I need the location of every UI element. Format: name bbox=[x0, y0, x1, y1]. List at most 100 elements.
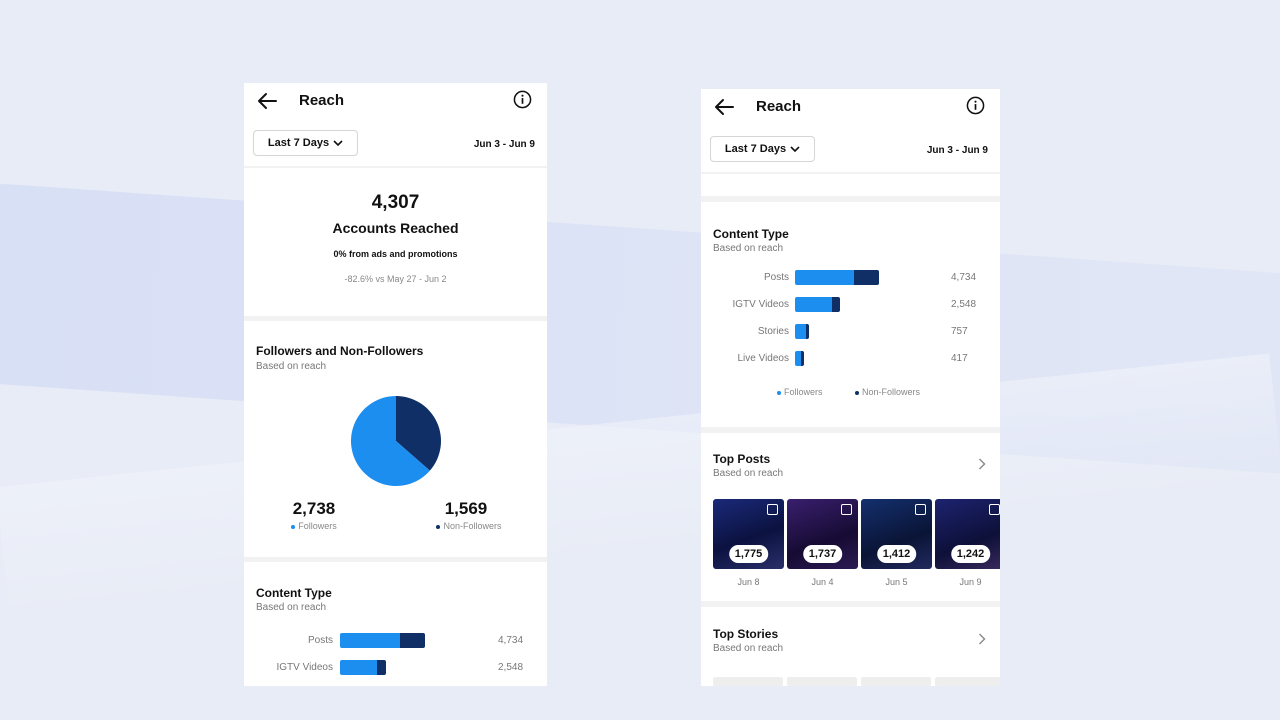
section-subtitle: Based on reach bbox=[713, 643, 784, 654]
followers-card: Followers and Non-Followers Based on rea… bbox=[244, 321, 547, 557]
legend-non-followers: Non-Followers bbox=[855, 387, 920, 397]
section-title: Top Stories bbox=[713, 627, 779, 641]
bar-label: IGTV Videos bbox=[732, 299, 789, 310]
date-range-label: Last 7 Days bbox=[267, 137, 330, 149]
non-followers-dot bbox=[855, 390, 859, 395]
post-date: Jun 9 bbox=[959, 577, 982, 587]
chevron-right-icon[interactable] bbox=[978, 458, 986, 470]
followers-legend: Followers bbox=[274, 521, 354, 531]
page-title: Reach bbox=[756, 98, 802, 115]
section-subtitle: Based on reach bbox=[713, 468, 784, 479]
story-thumbnail[interactable] bbox=[935, 677, 1000, 686]
bar-label: Posts bbox=[763, 272, 789, 283]
arrow-left-icon[interactable] bbox=[713, 97, 735, 117]
date-range-text: Jun 3 - Jun 9 bbox=[473, 139, 535, 150]
bar-value: 4,734 bbox=[951, 272, 977, 283]
bar-row: Posts 4,734 bbox=[701, 270, 1000, 286]
story-thumbnail[interactable] bbox=[713, 677, 783, 686]
section-title: Followers and Non-Followers bbox=[256, 344, 424, 358]
bar-row: IGTV Videos 2,548 bbox=[701, 297, 1000, 313]
bar-label: Posts bbox=[307, 635, 333, 646]
bar-segment-non-followers bbox=[854, 270, 879, 285]
followers-label: Followers bbox=[298, 521, 337, 531]
story-thumbnail[interactable] bbox=[861, 677, 931, 686]
top-post-thumbnail[interactable]: 1,242 bbox=[935, 499, 1000, 569]
header: Reach Last 7 Days Jun 3 - Jun 9 bbox=[244, 83, 547, 166]
multi-post-icon bbox=[915, 504, 926, 515]
post-date: Jun 5 bbox=[885, 577, 908, 587]
top-stories-card[interactable]: Top Stories Based on reach bbox=[701, 607, 1000, 686]
date-range-dropdown[interactable]: Last 7 Days bbox=[253, 130, 358, 156]
bar-segment-non-followers bbox=[377, 660, 386, 675]
chevron-right-icon[interactable] bbox=[978, 633, 986, 645]
post-reach-value: 1,737 bbox=[802, 545, 843, 563]
section-title: Top Posts bbox=[713, 452, 771, 466]
top-post-thumbnail[interactable]: 1,775 bbox=[713, 499, 784, 569]
post-date: Jun 8 bbox=[737, 577, 760, 587]
content-type-card: Content Type Based on reach Posts 4,734 IG… bbox=[701, 202, 1000, 427]
bar-label: Live Videos bbox=[737, 353, 789, 364]
scrolled-card-remnant bbox=[701, 174, 1000, 196]
bar-segment-followers bbox=[340, 633, 401, 648]
accounts-reached-value: 4,307 bbox=[371, 192, 420, 213]
top-post-thumbnail[interactable]: 1,412 bbox=[861, 499, 932, 569]
section-subtitle: Based on reach bbox=[256, 602, 327, 613]
bar-segment-non-followers bbox=[805, 324, 809, 339]
top-post-thumbnail[interactable]: 1,737 bbox=[787, 499, 858, 569]
non-followers-dot bbox=[436, 524, 441, 529]
section-subtitle: Based on reach bbox=[256, 361, 327, 372]
bar bbox=[795, 297, 841, 312]
accounts-reached-card: 4,307 Accounts Reached 0% from ads and p… bbox=[244, 168, 547, 316]
bar-value: 4,734 bbox=[498, 635, 524, 646]
bar-segment-followers bbox=[795, 270, 855, 285]
bar-segment-non-followers bbox=[800, 351, 804, 366]
bar-segment-followers bbox=[340, 660, 378, 675]
bar-row: IGTV Videos 2,548 bbox=[244, 660, 547, 676]
non-followers-value: 1,569 bbox=[444, 499, 488, 518]
section-title: Content Type bbox=[713, 227, 789, 241]
bar-segment-followers bbox=[795, 297, 832, 312]
bar-row: Live Videos 417 bbox=[701, 351, 1000, 367]
bar-label: IGTV Videos bbox=[276, 662, 333, 673]
page-title: Reach bbox=[299, 92, 345, 109]
bar-segment-followers bbox=[795, 324, 806, 339]
followers-dot bbox=[291, 524, 296, 529]
reach-screen-right: Reach Last 7 Days Jun 3 - Jun 9 Content … bbox=[701, 89, 1000, 686]
bar-row: Stories 757 bbox=[701, 324, 1000, 340]
bar-row: Posts 4,734 bbox=[244, 633, 547, 649]
pie-slice-followers bbox=[351, 396, 430, 486]
content-type-card: Content Type Based on reach Posts 4,734 IG… bbox=[244, 562, 547, 686]
post-reach-value: 1,412 bbox=[876, 545, 917, 563]
bar-segment-non-followers bbox=[400, 633, 425, 648]
pie-slice-non-followers bbox=[396, 396, 441, 471]
non-followers-legend: Non-Followers bbox=[424, 521, 514, 531]
legend-non-followers-label: Non-Followers bbox=[862, 387, 921, 397]
info-icon[interactable] bbox=[966, 96, 985, 115]
ads-note: 0% from ads and promotions bbox=[333, 249, 458, 259]
bar-label: Stories bbox=[757, 326, 789, 337]
followers-pie-chart bbox=[351, 396, 441, 486]
post-reach-value: 1,775 bbox=[728, 545, 769, 563]
bar bbox=[795, 270, 879, 285]
section-title: Content Type bbox=[256, 586, 332, 600]
header: Reach Last 7 Days Jun 3 - Jun 9 bbox=[701, 89, 1000, 172]
date-range-dropdown[interactable]: Last 7 Days bbox=[710, 136, 815, 162]
bar bbox=[795, 324, 809, 339]
info-icon[interactable] bbox=[513, 90, 532, 109]
legend-followers: Followers bbox=[777, 387, 823, 397]
comparison-text: -82.6% vs May 27 - Jun 2 bbox=[344, 274, 447, 284]
followers-dot bbox=[777, 390, 781, 395]
arrow-left-icon[interactable] bbox=[256, 91, 278, 111]
post-date: Jun 4 bbox=[811, 577, 834, 587]
story-thumbnail[interactable] bbox=[787, 677, 857, 686]
reach-screen-left: Reach Last 7 Days Jun 3 - Jun 9 4,307 Ac… bbox=[244, 83, 547, 686]
multi-post-icon bbox=[989, 504, 1000, 515]
non-followers-label: Non-Followers bbox=[443, 521, 502, 531]
post-reach-value: 1,242 bbox=[950, 545, 991, 563]
date-range-text: Jun 3 - Jun 9 bbox=[926, 145, 988, 156]
bar-value: 417 bbox=[951, 353, 968, 364]
bar bbox=[795, 351, 804, 366]
bar-segment-non-followers bbox=[831, 297, 841, 312]
bar-segment-followers bbox=[795, 351, 801, 366]
section-subtitle: Based on reach bbox=[713, 243, 784, 254]
